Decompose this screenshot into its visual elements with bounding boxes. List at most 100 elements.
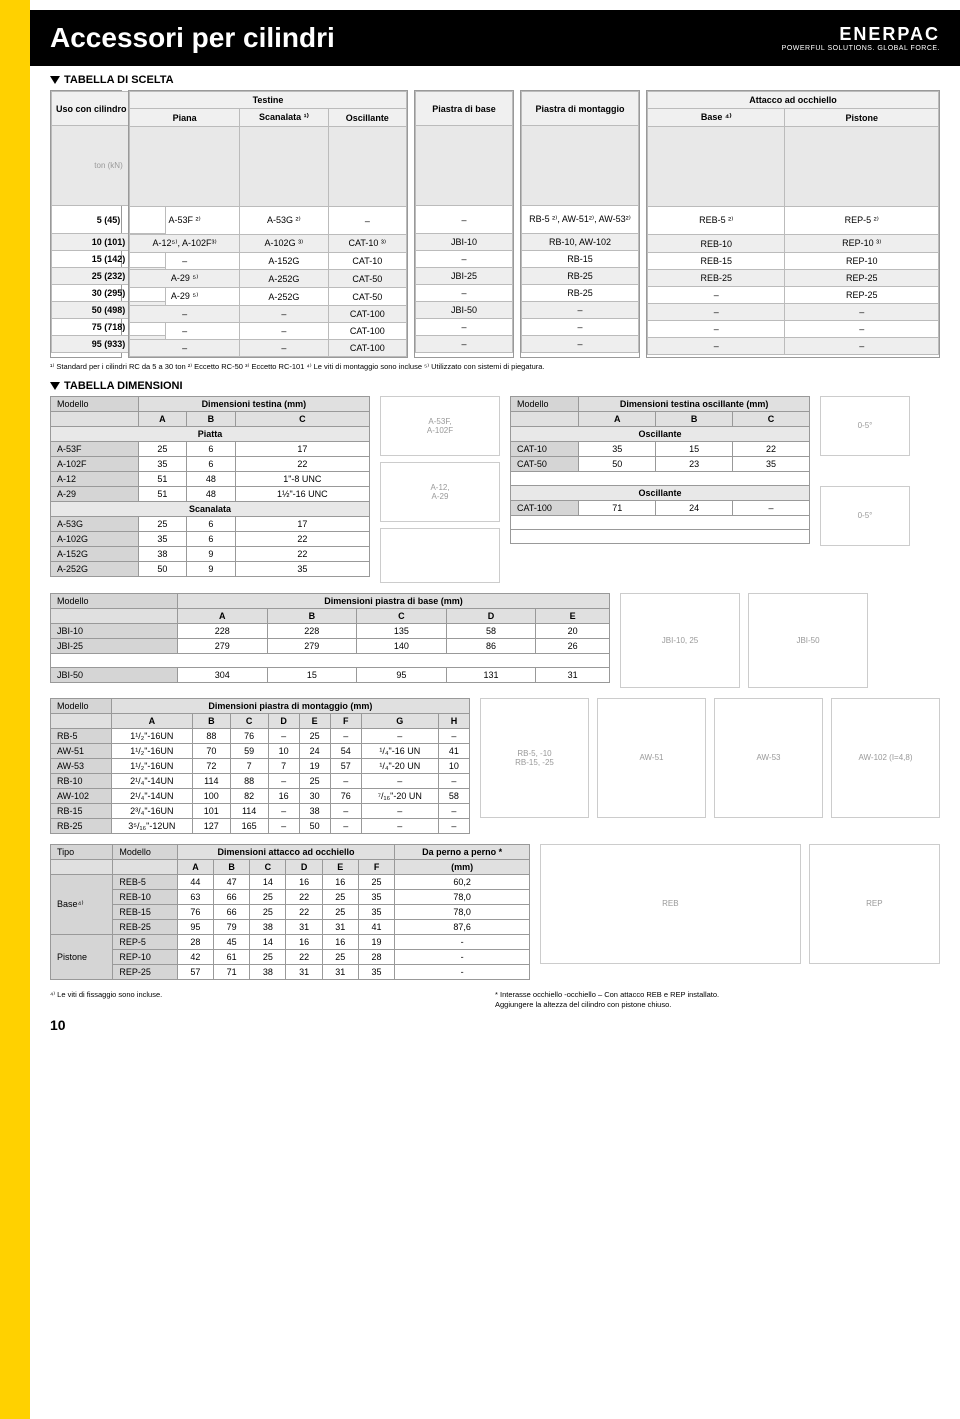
- dim-cell: 22: [235, 456, 369, 471]
- dim-cell: 70: [192, 743, 230, 758]
- diag-aw102: AW-102 (I=4,8): [831, 698, 940, 818]
- eye-plunger-cell: REP-5 ²⁾: [785, 207, 939, 235]
- table-saddle: ModelloDimensioni testina (mm) ABC Piatt…: [50, 396, 370, 577]
- dim-cell: 22: [286, 904, 322, 919]
- dim-cell: 95: [177, 919, 213, 934]
- dim-cell: 31: [322, 919, 358, 934]
- base-cell: –: [416, 251, 513, 268]
- flat-cell: –: [130, 340, 240, 357]
- dim-cell: REB-15: [113, 904, 178, 919]
- eye-plunger-cell: –: [785, 304, 939, 321]
- eye-base-cell: –: [648, 338, 785, 355]
- dim-cell: 24: [656, 500, 733, 515]
- dim-cell: 15: [656, 441, 733, 456]
- eye-plunger-cell: REP-10 ³⁾: [785, 235, 939, 253]
- dim-cell: 25: [322, 949, 358, 964]
- dim-cell: 35: [358, 964, 394, 979]
- base-cell: –: [416, 319, 513, 336]
- eye-base-cell: –: [648, 321, 785, 338]
- dim-cell: –: [438, 773, 469, 788]
- flat-cell: A-12⁵⁾, A-102F³⁾: [130, 235, 240, 253]
- dim-cell: 47: [214, 874, 250, 889]
- group-eye: Attacco ad occhiello: [648, 92, 939, 109]
- dim-cell: 6: [187, 456, 236, 471]
- dim-cell: 48: [187, 486, 236, 501]
- dim-cell: –: [733, 500, 810, 515]
- dim-cell: 51: [138, 471, 187, 486]
- flat-cell: A-29 ⁵⁾: [130, 288, 240, 306]
- dim-cell: 76: [330, 788, 361, 803]
- dim-cell: 25: [299, 728, 330, 743]
- dim-cell: 88: [230, 773, 268, 788]
- base-cell: –: [416, 285, 513, 302]
- eye-base-cell: REB-5 ²⁾: [648, 207, 785, 235]
- dim-cell: 25: [250, 949, 286, 964]
- flat-cell: –: [130, 253, 240, 270]
- dim-cell: 58: [446, 623, 536, 638]
- dim-cell: 16: [322, 874, 358, 889]
- table-eye: TipoModelloDimensioni attacco ad occhiel…: [50, 844, 530, 980]
- grooved-cell: A-252G: [240, 288, 328, 306]
- dim-cell: REB-10: [113, 889, 178, 904]
- dim-cell: 6: [187, 531, 236, 546]
- img-mounting: [522, 126, 639, 206]
- dim-cell: 86: [446, 638, 536, 653]
- diag-flat-saddle: A-53F, A-102F: [380, 396, 500, 456]
- dim-cell: 2¹/₄"-14UN: [111, 788, 192, 803]
- dim-cell: 10: [438, 758, 469, 773]
- dim-cell: CAT-50: [511, 456, 579, 471]
- dim-cell: 41: [438, 743, 469, 758]
- diag-tilt-1: 0-5°: [820, 396, 910, 456]
- grooved-cell: A-102G ³⁾: [240, 235, 328, 253]
- dim-cell: 7: [268, 758, 299, 773]
- dim-cell: 9: [187, 546, 236, 561]
- footnotes-1: ¹⁾ Standard per i cilindri RC da 5 a 30 …: [50, 362, 940, 372]
- brand-block: ENERPAC POWERFUL SOLUTIONS. GLOBAL FORCE…: [782, 24, 940, 52]
- dim-cell: –: [361, 818, 438, 833]
- dim-cell: 1¹/₂"-16UN: [111, 728, 192, 743]
- dim-cell: 61: [214, 949, 250, 964]
- dim-cell: 16: [268, 788, 299, 803]
- dim-cell: 279: [267, 638, 357, 653]
- dim-cell: 38: [299, 803, 330, 818]
- dim-cell: 88: [192, 728, 230, 743]
- section-dimensions: TABELLA DIMENSIONI: [50, 380, 940, 392]
- diag-grooved-saddle: [380, 528, 500, 583]
- brand-name: ENERPAC: [782, 24, 940, 45]
- dim-cell: 228: [177, 623, 267, 638]
- mount-cell: RB-5 ²⁾, AW-51²⁾, AW-53²⁾: [522, 206, 639, 234]
- dim-cell: REB-25: [113, 919, 178, 934]
- dim-cell: 100: [192, 788, 230, 803]
- dim-cell: –: [438, 818, 469, 833]
- dim-cell: 14: [250, 874, 286, 889]
- grooved-cell: A-152G: [240, 253, 328, 270]
- dim-cell: 50: [579, 456, 656, 471]
- dim-cell: 57: [330, 758, 361, 773]
- mount-cell: RB-15: [522, 251, 639, 268]
- eye-plunger-cell: REP-10: [785, 253, 939, 270]
- dim-cell: –: [268, 803, 299, 818]
- dim-cell: -: [395, 964, 530, 979]
- dim-cell: 78,0: [395, 904, 530, 919]
- table-mounting: ModelloDimensioni piastra di montaggio (…: [50, 698, 470, 834]
- dim-cell: 10: [268, 743, 299, 758]
- grooved-cell: –: [240, 323, 328, 340]
- dim-cell: 16: [322, 934, 358, 949]
- dim-cell: –: [268, 818, 299, 833]
- dim-cell: –: [438, 728, 469, 743]
- dim-cell: 35: [579, 441, 656, 456]
- mount-cell: –: [522, 302, 639, 319]
- flat-cell: –: [130, 306, 240, 323]
- eye-plunger-cell: REP-25: [785, 287, 939, 304]
- dim-cell: 22: [235, 531, 369, 546]
- dim-cell: 48: [187, 471, 236, 486]
- diag-tilt-2: 0-5°: [820, 486, 910, 546]
- base-cell: JBI-50: [416, 302, 513, 319]
- dim-cell: REB-5: [113, 874, 178, 889]
- flat-cell: A-53F ²⁾: [130, 207, 240, 235]
- dim-cell: 38: [250, 919, 286, 934]
- dim-cell: 50: [299, 818, 330, 833]
- dim-cell: 71: [579, 500, 656, 515]
- diag-threaded-saddle: A-12, A-29: [380, 462, 500, 522]
- dim-cell: JBI-50: [51, 667, 178, 682]
